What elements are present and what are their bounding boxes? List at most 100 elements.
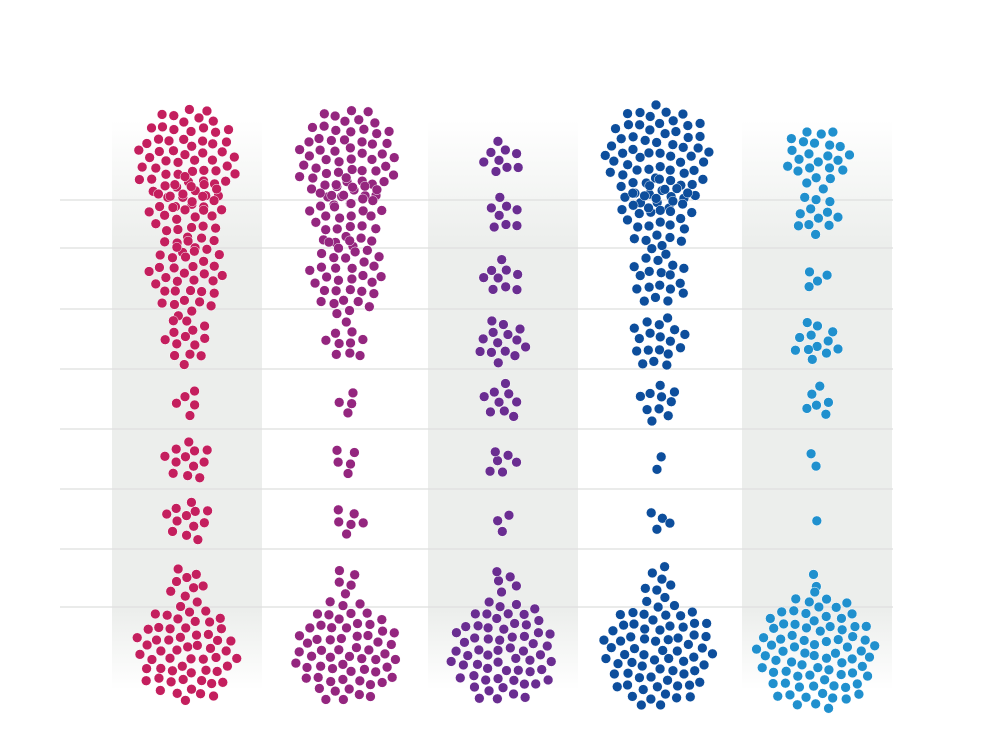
dot: [801, 126, 813, 138]
dot: [327, 663, 338, 674]
dot: [333, 613, 345, 625]
dot: [622, 214, 633, 226]
dot: [864, 652, 875, 663]
dot: [535, 649, 546, 660]
dot: [207, 275, 219, 286]
dot: [482, 649, 494, 661]
dot: [290, 657, 302, 669]
dot: [307, 172, 318, 184]
dot: [646, 415, 658, 427]
dot: [316, 262, 327, 273]
dot: [368, 261, 380, 272]
dot: [345, 458, 356, 470]
dot: [187, 166, 198, 177]
dot: [304, 150, 315, 162]
dot: [627, 607, 639, 618]
dot: [822, 150, 833, 162]
dot: [638, 649, 650, 660]
dot: [146, 654, 158, 665]
cluster-col5-row5: [801, 381, 834, 420]
dot: [672, 645, 683, 657]
dot: [665, 175, 676, 186]
dot: [163, 135, 175, 146]
dot: [372, 636, 384, 648]
dot: [686, 151, 697, 162]
dot: [159, 451, 171, 462]
cluster-col4-row2: [616, 174, 697, 251]
dot: [657, 513, 668, 524]
dot: [349, 447, 360, 458]
dot: [329, 201, 340, 212]
dot: [214, 249, 225, 260]
dot: [160, 169, 172, 180]
dot: [184, 104, 195, 115]
dot: [636, 699, 647, 711]
cluster-col1-row8: [165, 563, 209, 602]
dot: [766, 639, 777, 651]
dot: [478, 156, 489, 168]
dot: [639, 623, 650, 635]
dot: [330, 285, 342, 296]
dot: [698, 156, 709, 168]
dot: [217, 270, 228, 281]
dot: [346, 164, 358, 175]
dot: [186, 141, 197, 152]
dot: [661, 107, 672, 118]
dot: [189, 399, 200, 411]
dot: [339, 116, 351, 127]
dot: [156, 297, 168, 309]
dot: [655, 331, 666, 343]
dot: [657, 645, 668, 656]
dot: [381, 662, 393, 673]
dot: [159, 180, 171, 191]
dot: [792, 699, 803, 710]
dot: [179, 391, 191, 402]
dot: [378, 176, 390, 187]
dot: [505, 642, 516, 654]
dot: [346, 273, 358, 285]
dot: [645, 693, 657, 705]
dot: [189, 445, 200, 457]
dot: [812, 662, 823, 673]
dot: [650, 636, 661, 647]
dot: [144, 152, 155, 163]
dot: [813, 213, 824, 224]
dot: [351, 642, 362, 653]
dot: [167, 526, 178, 537]
dot: [677, 198, 688, 210]
dot: [309, 277, 321, 289]
dot: [821, 653, 832, 664]
dot: [615, 635, 626, 647]
dot: [832, 155, 844, 166]
dot: [827, 326, 838, 337]
dot: [622, 679, 633, 691]
dot: [370, 654, 381, 665]
dot: [153, 673, 165, 684]
dot: [787, 630, 798, 641]
dot: [795, 208, 806, 219]
dot: [182, 235, 194, 247]
dot: [665, 151, 676, 162]
dot: [646, 243, 657, 254]
dot: [634, 152, 646, 163]
dot: [828, 680, 840, 692]
dot: [508, 675, 520, 686]
dot: [494, 601, 506, 612]
dot: [687, 606, 698, 618]
dot: [494, 192, 505, 203]
dot: [835, 141, 846, 152]
dot: [334, 212, 345, 224]
dot: [529, 603, 540, 615]
dot: [634, 333, 645, 344]
dot: [678, 142, 689, 153]
dot: [511, 396, 522, 408]
dot: [765, 613, 776, 624]
dot: [498, 624, 509, 635]
dot: [659, 184, 670, 195]
dot: [792, 671, 803, 682]
dot: [768, 667, 779, 678]
dot: [640, 235, 652, 246]
dot: [190, 506, 201, 517]
dot: [316, 645, 327, 656]
cluster-col3-row7: [492, 510, 515, 537]
